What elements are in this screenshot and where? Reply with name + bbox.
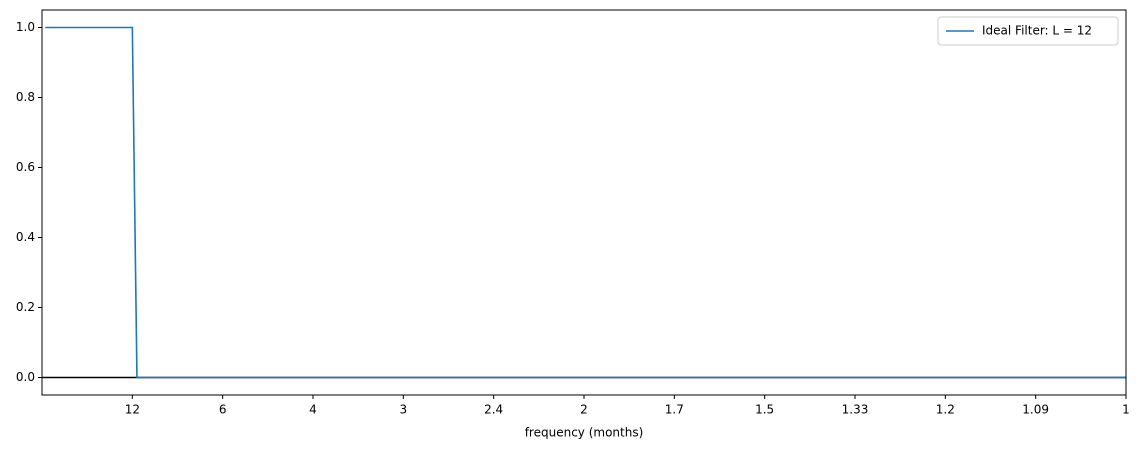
x-tick-label: 3 [400, 403, 408, 417]
y-tick-label: 1.0 [16, 20, 35, 34]
x-tick-label: 12 [125, 403, 140, 417]
x-tick-label: 2 [580, 403, 588, 417]
x-tick-label: 1 [1122, 403, 1130, 417]
legend: Ideal Filter: L = 12 [937, 16, 1119, 46]
plot-frame [41, 9, 1127, 396]
x-tick-label: 1.33 [842, 403, 869, 417]
y-tick-label: 0.4 [16, 230, 35, 244]
x-tick-label: 6 [219, 403, 227, 417]
x-tick-label: 1.7 [665, 403, 684, 417]
x-tick-label: 1.5 [755, 403, 774, 417]
x-tick-label: 1.2 [936, 403, 955, 417]
x-tick-label: 2.4 [484, 403, 503, 417]
legend-box [937, 16, 1119, 46]
y-tick-label: 0.0 [16, 370, 35, 384]
line [45, 26, 1126, 379]
y-tick-label: 0.8 [16, 90, 35, 104]
legend-label: Ideal Filter: L = 12 [982, 24, 1092, 38]
x-tick-label: 4 [309, 403, 317, 417]
x-axis-label: frequency (months) [525, 426, 644, 440]
y-tick-label: 0.6 [16, 160, 35, 174]
x-tick-label: 1.09 [1022, 403, 1049, 417]
y-tick-label: 0.2 [16, 300, 35, 314]
